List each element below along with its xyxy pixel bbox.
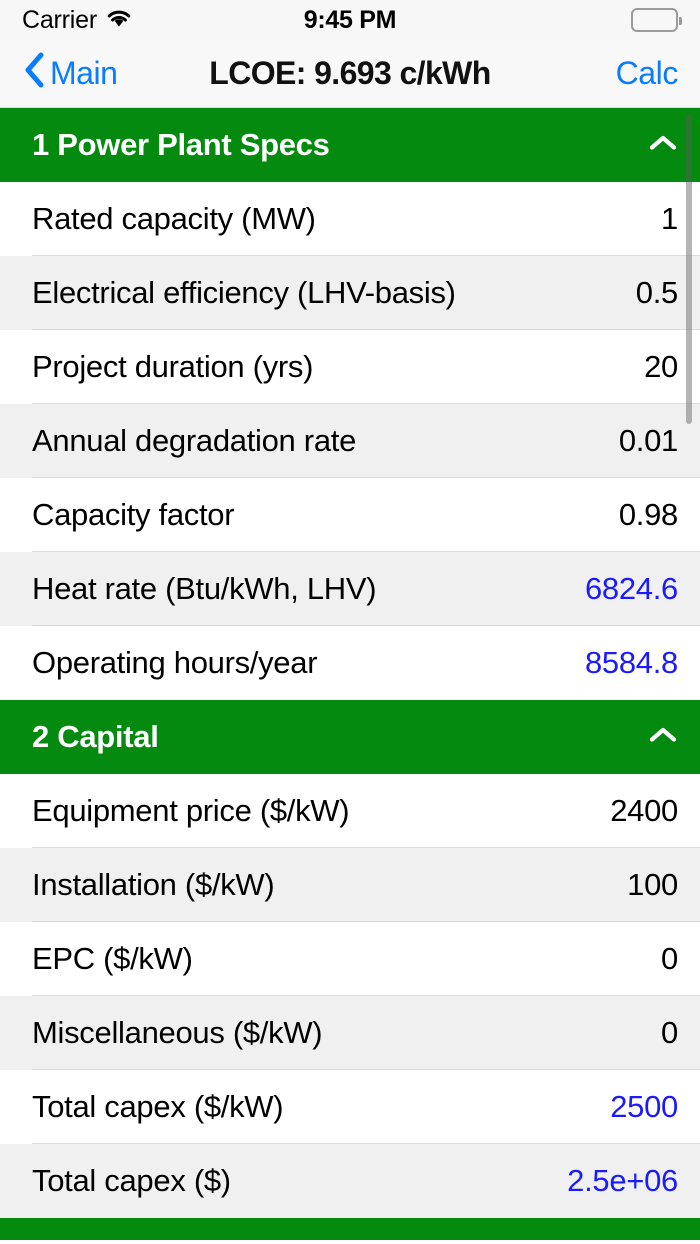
row-label: Heat rate (Btu/kWh, LHV) <box>32 571 377 606</box>
row-label: Rated capacity (MW) <box>32 201 316 236</box>
table-row[interactable]: Equipment price ($/kW) 2400 <box>0 774 700 848</box>
row-value[interactable]: 6824.6 <box>584 571 678 606</box>
row-label: Miscellaneous ($/kW) <box>32 1015 323 1050</box>
table-row[interactable]: Installation ($/kW) 100 <box>0 848 700 922</box>
row-label: Annual degradation rate <box>32 423 357 458</box>
navigation-bar: Main LCOE: 9.693 c/kWh Calc <box>0 40 700 108</box>
table-row[interactable]: Capacity factor 0.98 <box>0 478 700 552</box>
carrier-label: Carrier <box>22 5 97 34</box>
table-row[interactable]: Miscellaneous ($/kW) 0 <box>0 996 700 1070</box>
table-row[interactable]: Heat rate (Btu/kWh, LHV) 6824.6 <box>0 552 700 626</box>
status-bar: Carrier 9:45 PM <box>0 0 700 40</box>
row-value[interactable]: 1 <box>661 201 678 236</box>
section-title: 1 Power Plant Specs <box>32 127 330 162</box>
row-label: EPC ($/kW) <box>32 941 193 976</box>
section-header[interactable]: 2 Capital <box>0 700 700 774</box>
section-title: 2 Capital <box>32 719 159 754</box>
row-value[interactable]: 100 <box>627 867 678 902</box>
row-value[interactable]: 0 <box>661 1015 678 1050</box>
row-value[interactable]: 0.5 <box>635 275 679 310</box>
row-label: Operating hours/year <box>32 645 318 680</box>
row-label: Project duration (yrs) <box>32 349 314 384</box>
table-row[interactable]: EPC ($/kW) 0 <box>0 922 700 996</box>
row-value[interactable]: 2.5e+06 <box>567 1163 678 1198</box>
chevron-left-icon <box>22 50 46 98</box>
row-label: Total capex ($/kW) <box>32 1089 284 1124</box>
row-label: Electrical efficiency (LHV-basis) <box>32 275 456 310</box>
settings-table: 1 Power Plant Specs Rated capacity (MW) 1 E… <box>0 108 700 1244</box>
table-row[interactable]: Electrical efficiency (LHV-basis) 0.5 <box>0 256 700 330</box>
row-value[interactable]: 0.98 <box>618 497 678 532</box>
table-row[interactable]: Annual degradation rate 0.01 <box>0 404 700 478</box>
battery-full-icon <box>631 8 682 32</box>
chevron-up-icon <box>648 133 678 158</box>
status-bar-left: Carrier <box>22 6 350 35</box>
row-label: Total capex ($) <box>32 1163 231 1198</box>
status-bar-right <box>350 8 682 32</box>
row-value[interactable]: 8584.8 <box>584 645 678 680</box>
row-value[interactable]: 2500 <box>610 1089 678 1124</box>
chevron-up-icon <box>648 725 678 750</box>
row-value[interactable]: 0 <box>661 941 678 976</box>
row-label: Equipment price ($/kW) <box>32 793 350 828</box>
table-row[interactable]: Total capex ($/kW) 2500 <box>0 1070 700 1144</box>
table-row[interactable]: Rated capacity (MW) 1 <box>0 182 700 256</box>
row-value[interactable]: 0.01 <box>618 423 678 458</box>
table-row[interactable]: Total capex ($) 2.5e+06 <box>0 1144 700 1218</box>
wifi-icon <box>106 8 132 33</box>
table-row[interactable]: Operating hours/year 8584.8 <box>0 626 700 700</box>
back-button[interactable]: Main <box>22 50 118 98</box>
section-header[interactable] <box>0 1218 700 1240</box>
calc-button[interactable]: Calc <box>615 55 679 91</box>
row-label: Capacity factor <box>32 497 235 532</box>
table-row[interactable]: Project duration (yrs) 20 <box>0 330 700 404</box>
row-value[interactable]: 2400 <box>610 793 678 828</box>
section-header[interactable]: 1 Power Plant Specs <box>0 108 700 182</box>
row-label: Installation ($/kW) <box>32 867 275 902</box>
back-button-label: Main <box>50 55 118 91</box>
vertical-scrollbar[interactable] <box>686 114 692 424</box>
row-value[interactable]: 20 <box>644 349 678 384</box>
